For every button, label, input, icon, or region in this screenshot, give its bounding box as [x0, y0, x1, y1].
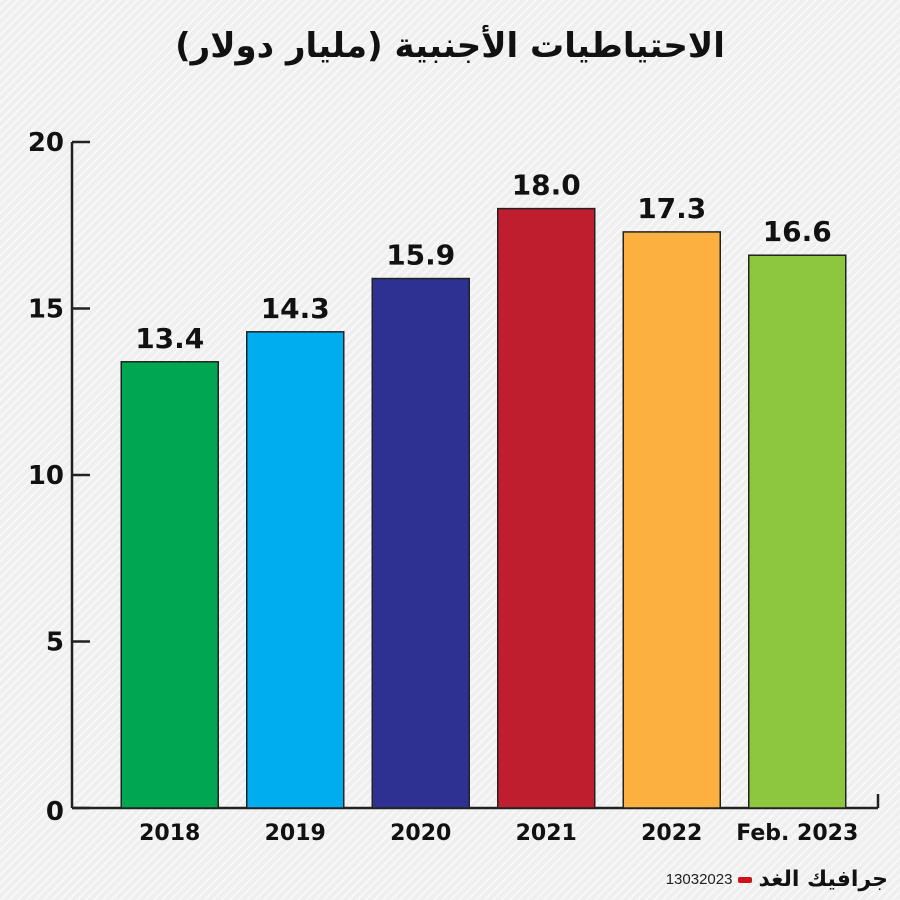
bar-value-label: 17.3: [637, 192, 706, 225]
bar: [497, 207, 596, 809]
y-tick-label: 5: [46, 628, 64, 658]
x-tick-label: 2021: [516, 821, 577, 846]
footer-code: 13032023: [665, 871, 733, 888]
x-tick-label: 2018: [139, 821, 200, 846]
x-tick-label: 2020: [390, 821, 451, 846]
chart-title: الاحتياطيات الأجنبية (مليار دولار): [175, 26, 725, 66]
y-tick-label: 0: [46, 797, 64, 827]
bar-value-label: 13.4: [135, 322, 204, 355]
bar-value-label: 16.6: [763, 215, 832, 248]
bar: [120, 361, 219, 809]
brand-mark-icon: [738, 876, 753, 883]
x-tick-label: 2022: [641, 821, 702, 846]
bar-value-label: 14.3: [261, 292, 330, 325]
x-tick-label: 2019: [265, 821, 326, 846]
y-tick-label: 10: [28, 461, 64, 491]
bar: [622, 231, 721, 809]
x-tick-label: Feb. 2023: [736, 821, 858, 846]
bar: [246, 331, 345, 809]
bar: [371, 277, 470, 809]
bar: [748, 254, 847, 809]
bar-value-label: 18.0: [512, 169, 581, 202]
y-tick-label: 15: [28, 295, 64, 325]
y-tick-label: 20: [28, 128, 64, 158]
footer-brand: جرافيك الغد: [758, 867, 888, 892]
footer: 13032023 جرافيك الغد: [666, 867, 888, 892]
bar-value-label: 15.9: [386, 239, 455, 272]
